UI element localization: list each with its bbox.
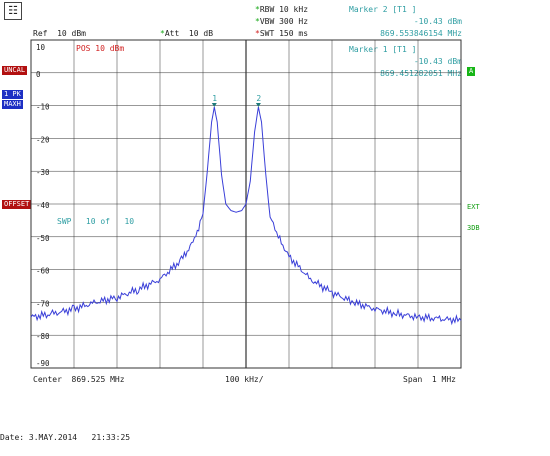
y-tick-label: -20 bbox=[36, 135, 50, 144]
ref-label: Ref bbox=[33, 29, 48, 38]
spectrum-trace bbox=[30, 106, 462, 326]
marker-symbol bbox=[211, 103, 217, 108]
marker-1-freq: 869.451282051 MHz bbox=[380, 69, 462, 78]
attenuation: *Att 10 dB bbox=[160, 29, 213, 39]
3db-indicator: 3DB bbox=[467, 224, 480, 232]
att-star-icon: * bbox=[160, 29, 165, 38]
rbw-setting: *RBW 10 kHz bbox=[255, 5, 308, 15]
swt-label: SWT bbox=[259, 29, 275, 38]
att-label: Att bbox=[164, 29, 180, 38]
ref-level: Ref 10 dBm bbox=[33, 29, 86, 39]
att-value: 10 dB bbox=[188, 29, 214, 38]
span-label: Span bbox=[403, 375, 423, 384]
center-value: 869.525 MHz bbox=[71, 375, 125, 384]
date-value: 3.MAY.2014 bbox=[28, 433, 78, 442]
swp-count: 10 of bbox=[85, 217, 110, 226]
swp-total: 10 bbox=[124, 217, 135, 226]
offset-badge: OFFSET bbox=[2, 200, 32, 209]
uncal-badge: UNCAL bbox=[2, 66, 28, 75]
center-label: Center bbox=[33, 375, 62, 384]
date-label: Date: bbox=[0, 433, 25, 442]
vbw-value: 300 Hz bbox=[279, 17, 309, 26]
y-tick-label: -70 bbox=[36, 299, 50, 308]
plot-grid bbox=[30, 39, 462, 369]
swt-value: 150 ms bbox=[279, 29, 309, 38]
marker-2-level: -10.43 dBm bbox=[413, 17, 462, 26]
sweep-status: SWP 10 of 10 bbox=[57, 217, 134, 227]
vbw-setting: *VBW 300 Hz bbox=[255, 17, 308, 27]
span-value: 1 MHz bbox=[431, 375, 456, 384]
rbw-value: 10 kHz bbox=[279, 5, 309, 14]
rbw-star-icon: * bbox=[255, 5, 260, 14]
y-tick-label: -80 bbox=[36, 332, 50, 341]
center-frequency: Center 869.525 MHz bbox=[33, 375, 125, 385]
y-tick-label: -60 bbox=[36, 267, 50, 276]
y-tick-label: -10 bbox=[36, 103, 50, 112]
maxhold-badge: MAXH bbox=[2, 100, 23, 109]
y-tick-label: -90 bbox=[36, 359, 50, 368]
timestamp: Date: 3.MAY.2014 21:33:25 bbox=[0, 433, 130, 443]
a-badge: A bbox=[467, 67, 476, 76]
marker-2-title: Marker 2 [T1 ] bbox=[349, 5, 417, 14]
y-tick-label: -50 bbox=[36, 234, 50, 243]
vbw-star-icon: * bbox=[255, 17, 260, 26]
y-tick-label: -30 bbox=[36, 168, 50, 177]
span-setting: Span 1 MHz bbox=[403, 375, 456, 385]
y-axis-labels: 10 0 -10 -20 -30 -40 -50 -60 -70 -80 -90 bbox=[36, 43, 50, 368]
vbw-label: VBW bbox=[259, 17, 275, 26]
marker-label: 1 bbox=[212, 94, 217, 103]
time-value: 21:33:25 bbox=[91, 433, 131, 442]
ref-value: 10 dBm bbox=[57, 29, 86, 38]
marker-1-title: Marker 1 [T1 ] bbox=[349, 45, 417, 54]
y-tick-label: 0 bbox=[36, 70, 41, 79]
ext-indicator: EXT bbox=[467, 203, 480, 211]
marker-1-level: -10.43 dBm bbox=[413, 57, 462, 66]
marker-symbol bbox=[255, 103, 261, 108]
instrument-logo: ☷ bbox=[4, 2, 22, 20]
marker-2-freq: 869.553846154 MHz bbox=[380, 29, 462, 38]
division-width: 100 kHz/ bbox=[225, 375, 264, 384]
marker-label: 2 bbox=[256, 94, 261, 103]
rbw-label: RBW bbox=[259, 5, 275, 14]
y-tick-label: -40 bbox=[36, 201, 50, 210]
swp-label: SWP bbox=[57, 217, 72, 226]
y-tick-label: 10 bbox=[36, 43, 46, 52]
pos-label: POS 10 dBm bbox=[76, 44, 125, 53]
swt-star-icon: * bbox=[255, 29, 260, 38]
trace-badge: 1 PK bbox=[2, 90, 23, 99]
swt-setting: *SWT 150 ms bbox=[255, 29, 308, 39]
